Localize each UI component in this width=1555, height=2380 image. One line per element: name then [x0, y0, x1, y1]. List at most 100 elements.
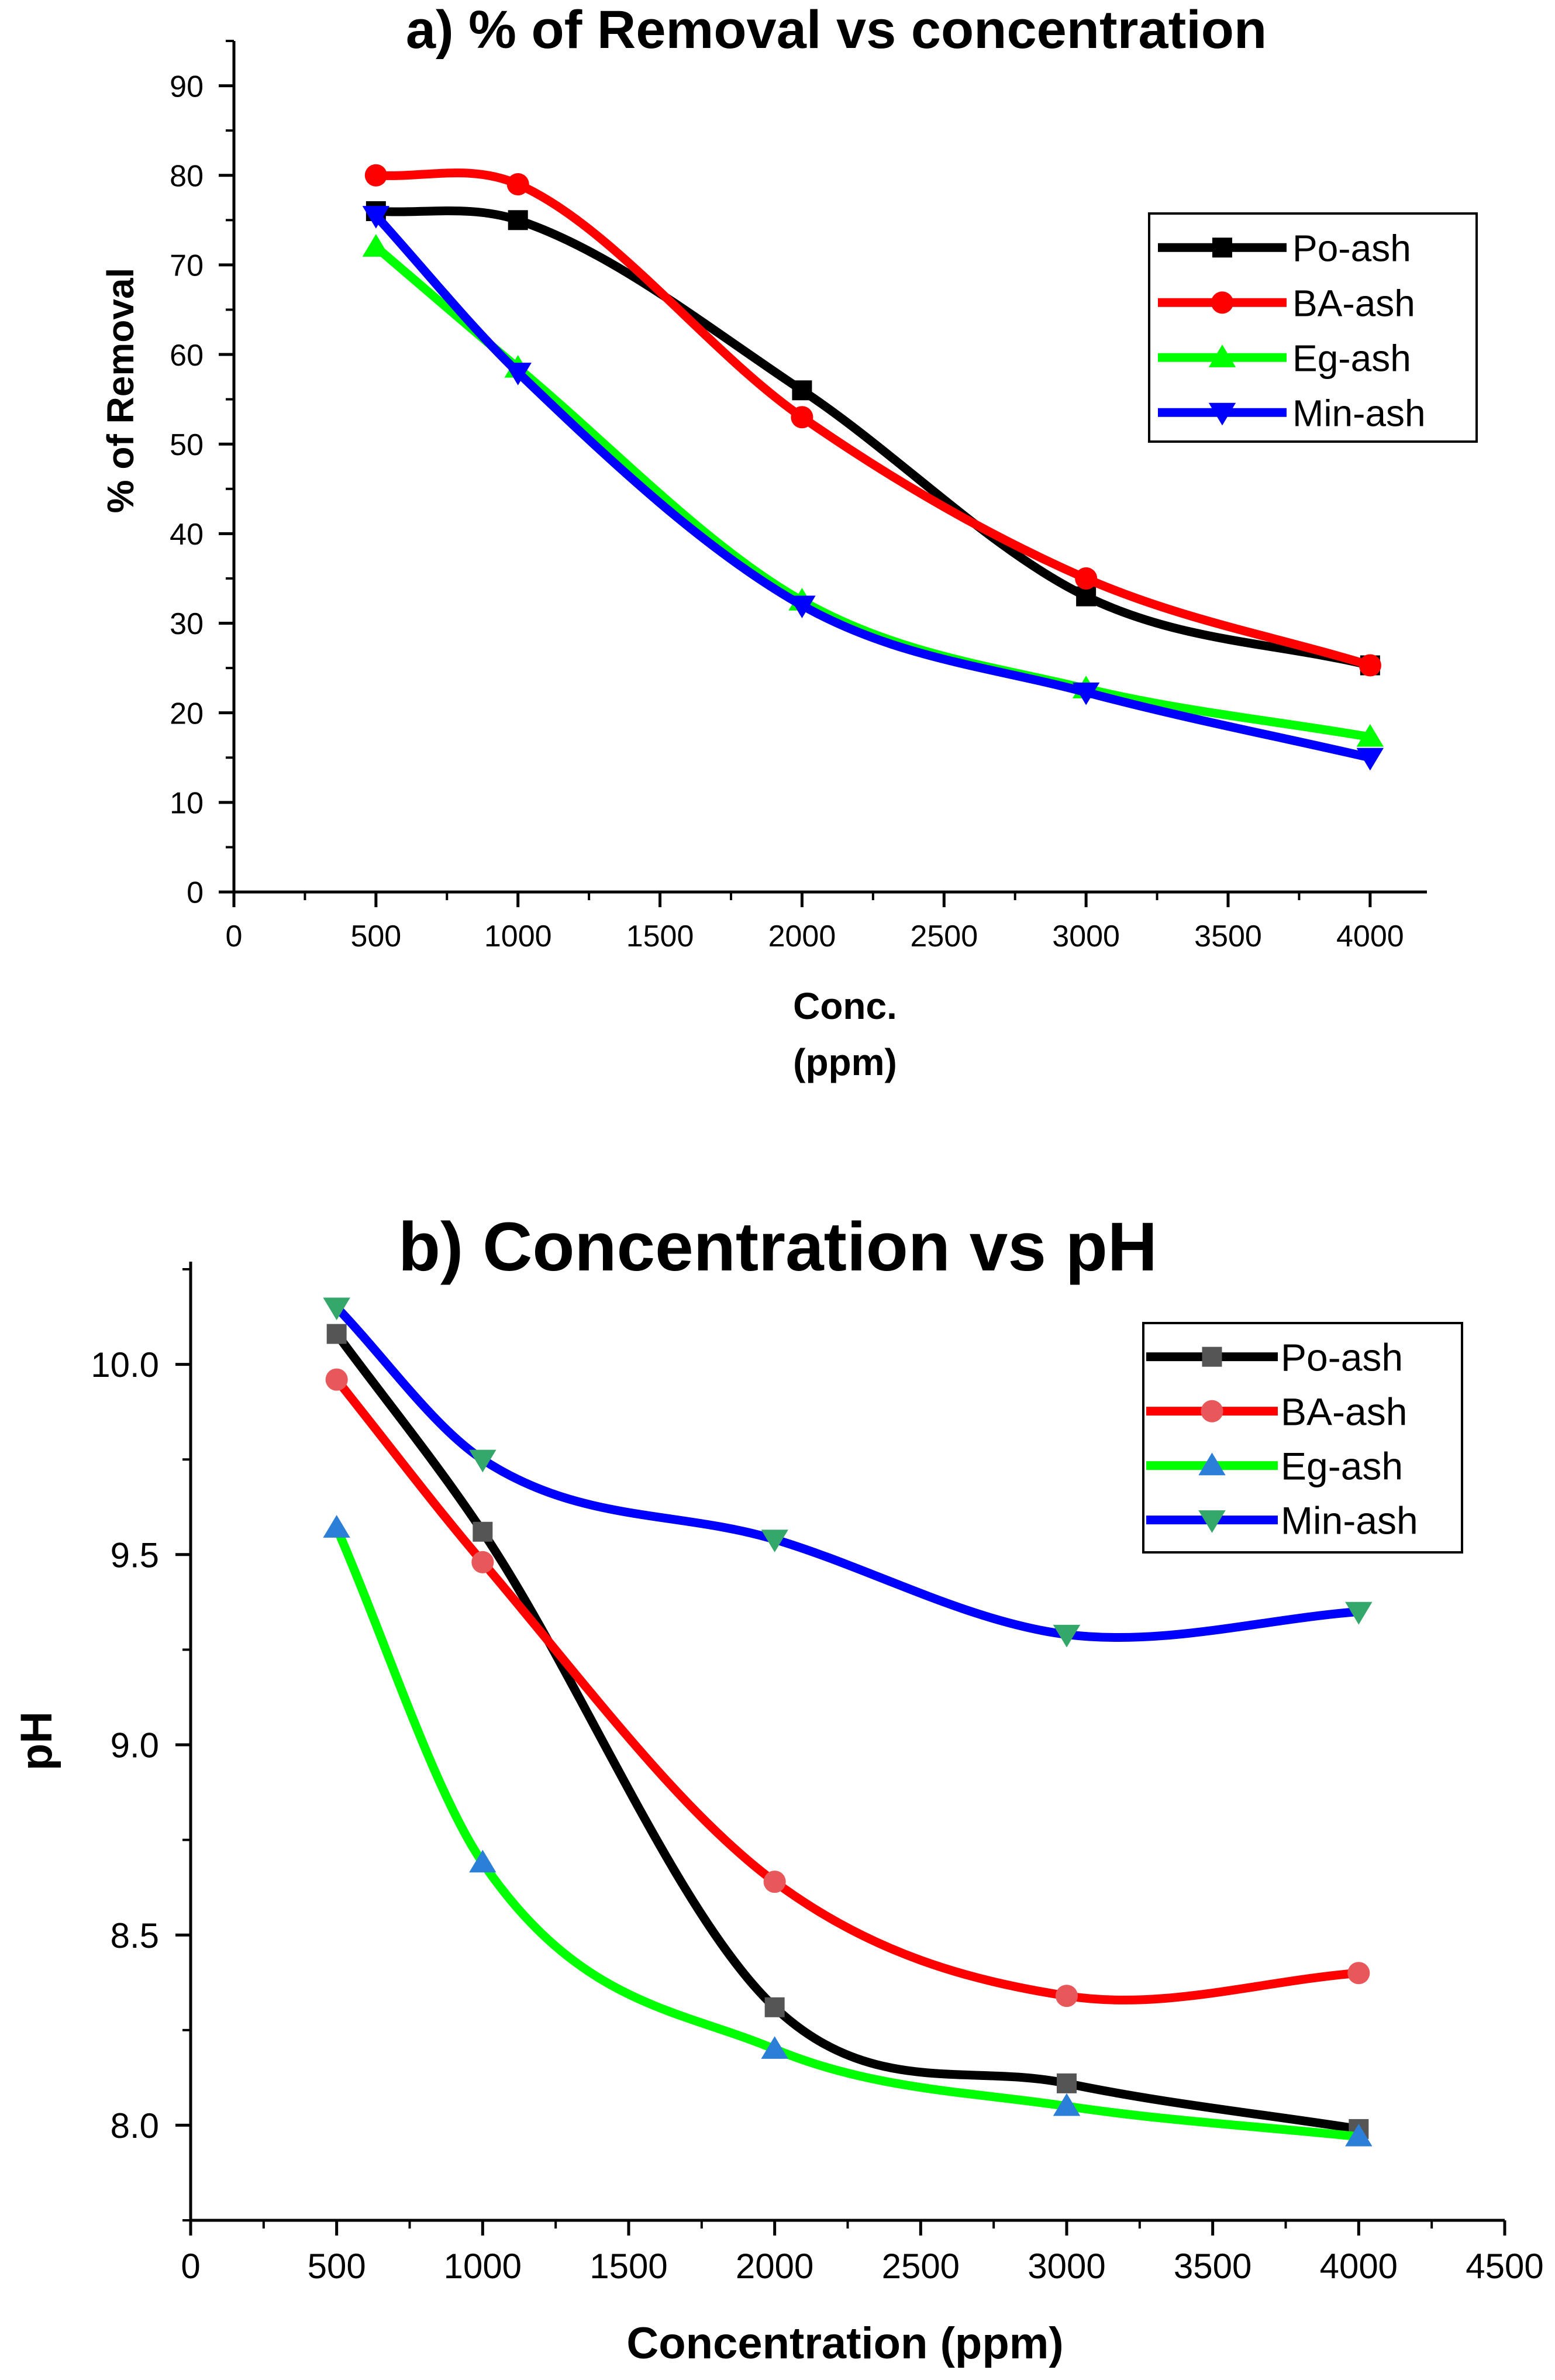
series-line — [332, 1523, 1363, 2141]
y-tick-label: 70 — [170, 249, 204, 283]
y-axis-label: % of Removal — [99, 268, 142, 514]
data-point — [469, 1449, 497, 1473]
data-point — [761, 1530, 788, 1552]
series-po-ash — [366, 201, 1380, 676]
x-tick-label: 4000 — [1320, 2247, 1398, 2286]
x-tick-label: 2500 — [882, 2247, 960, 2286]
y-tick-label: 40 — [170, 518, 204, 552]
data-point — [473, 1521, 493, 1542]
data-point — [362, 206, 390, 229]
y-tick-label: 0 — [187, 876, 204, 910]
data-point — [1347, 1962, 1370, 1985]
x-tick-label: 3000 — [1028, 2247, 1105, 2286]
y-tick-label: 90 — [170, 70, 204, 104]
data-point — [1075, 567, 1098, 590]
data-point — [1076, 586, 1097, 607]
y-tick-label: 60 — [170, 339, 204, 373]
x-tick-label: 4000 — [1336, 919, 1404, 953]
legend-marker — [1208, 402, 1236, 426]
x-tick-label: 0 — [181, 2247, 200, 2286]
y-tick-label: 20 — [170, 697, 204, 731]
data-point — [1053, 1624, 1081, 1648]
y-tick-label: 80 — [170, 159, 204, 193]
data-point — [323, 1515, 350, 1538]
x-tick-label: 2000 — [736, 2247, 813, 2286]
x-tick-label: 500 — [350, 919, 401, 953]
x-tick-label: 1000 — [484, 919, 552, 953]
series-eg-ash — [323, 1515, 1373, 2147]
series-ba-ash — [364, 164, 1381, 677]
legend-label: Min-ash — [1292, 392, 1426, 434]
legend-marker — [1201, 1400, 1223, 1423]
legend-marker — [1198, 1510, 1226, 1533]
legend-label: Eg-ash — [1292, 337, 1411, 379]
legend-marker — [1202, 1346, 1222, 1367]
y-axis-label: pH — [12, 1711, 61, 1771]
y-tick-label: 8.5 — [111, 1916, 159, 1955]
x-tick-label: 0 — [226, 919, 243, 953]
x-tick-label: 1500 — [626, 919, 694, 953]
data-point — [1072, 682, 1100, 705]
x-axis-label: Conc. — [793, 985, 897, 1027]
series-min-ash — [362, 206, 1384, 771]
data-point — [364, 164, 387, 187]
x-tick-label: 2000 — [768, 919, 836, 953]
legend-label: BA-ash — [1292, 282, 1415, 324]
data-point — [1359, 654, 1381, 677]
data-point — [764, 1997, 785, 2017]
legend-label: Min-ash — [1281, 1499, 1418, 1542]
data-point — [1057, 2073, 1077, 2093]
data-point — [469, 1849, 497, 1873]
legend-label: Po-ash — [1281, 1335, 1403, 1379]
legend-marker — [1212, 237, 1232, 258]
legend-marker — [1198, 1452, 1226, 1476]
y-tick-label: 30 — [170, 607, 204, 641]
data-point — [508, 210, 528, 230]
data-point — [1345, 2123, 1373, 2147]
y-tick-label: 9.5 — [111, 1535, 159, 1575]
chart-title: b) Concentration vs pH — [398, 1208, 1157, 1286]
x-axis-label-unit: (ppm) — [793, 1041, 897, 1083]
y-tick-label: 50 — [170, 428, 204, 462]
data-point — [325, 1368, 348, 1391]
x-tick-label: 2500 — [910, 919, 978, 953]
legend-label: Eg-ash — [1281, 1444, 1403, 1487]
legend-marker — [1208, 345, 1236, 367]
x-tick-label: 500 — [308, 2247, 366, 2286]
y-tick-label: 9.0 — [111, 1726, 159, 1765]
series-min-ash — [323, 1297, 1373, 1648]
x-tick-label: 3000 — [1052, 919, 1120, 953]
data-point — [1356, 748, 1384, 771]
x-tick-label: 3500 — [1174, 2247, 1251, 2286]
data-point — [326, 1324, 347, 1344]
series-line — [332, 1330, 1363, 2134]
x-tick-label: 3500 — [1194, 919, 1262, 953]
y-tick-label: 10 — [170, 787, 204, 821]
data-point — [471, 1551, 494, 1573]
data-point — [1053, 2093, 1081, 2116]
x-axis-label: Concentration (ppm) — [626, 2319, 1063, 2368]
y-tick-label: 10.0 — [91, 1345, 159, 1384]
legend: Po-ash BA-ash Eg-ash Min-ash — [1148, 212, 1478, 443]
data-point — [504, 363, 532, 385]
chart-title: a) % of Removal vs concentration — [406, 0, 1267, 60]
data-point — [761, 2036, 788, 2059]
data-point — [788, 595, 816, 618]
data-point — [362, 234, 390, 257]
x-tick-label: 1000 — [444, 2247, 522, 2286]
chart-b: b) Concentration vs pH 0 500 1000 1500 2000 25… — [12, 1208, 1544, 2368]
legend-label: BA-ash — [1281, 1390, 1407, 1433]
data-point — [791, 406, 813, 429]
data-point — [1356, 724, 1384, 747]
legend-marker — [1211, 291, 1234, 314]
data-point — [323, 1297, 350, 1321]
data-point — [1345, 1601, 1373, 1625]
data-point — [506, 173, 529, 196]
data-point — [1055, 1985, 1078, 2007]
x-tick-label: 4500 — [1466, 2247, 1543, 2286]
data-point — [792, 380, 812, 401]
x-tick-label: 1500 — [589, 2247, 667, 2286]
legend-label: Po-ash — [1292, 227, 1411, 269]
